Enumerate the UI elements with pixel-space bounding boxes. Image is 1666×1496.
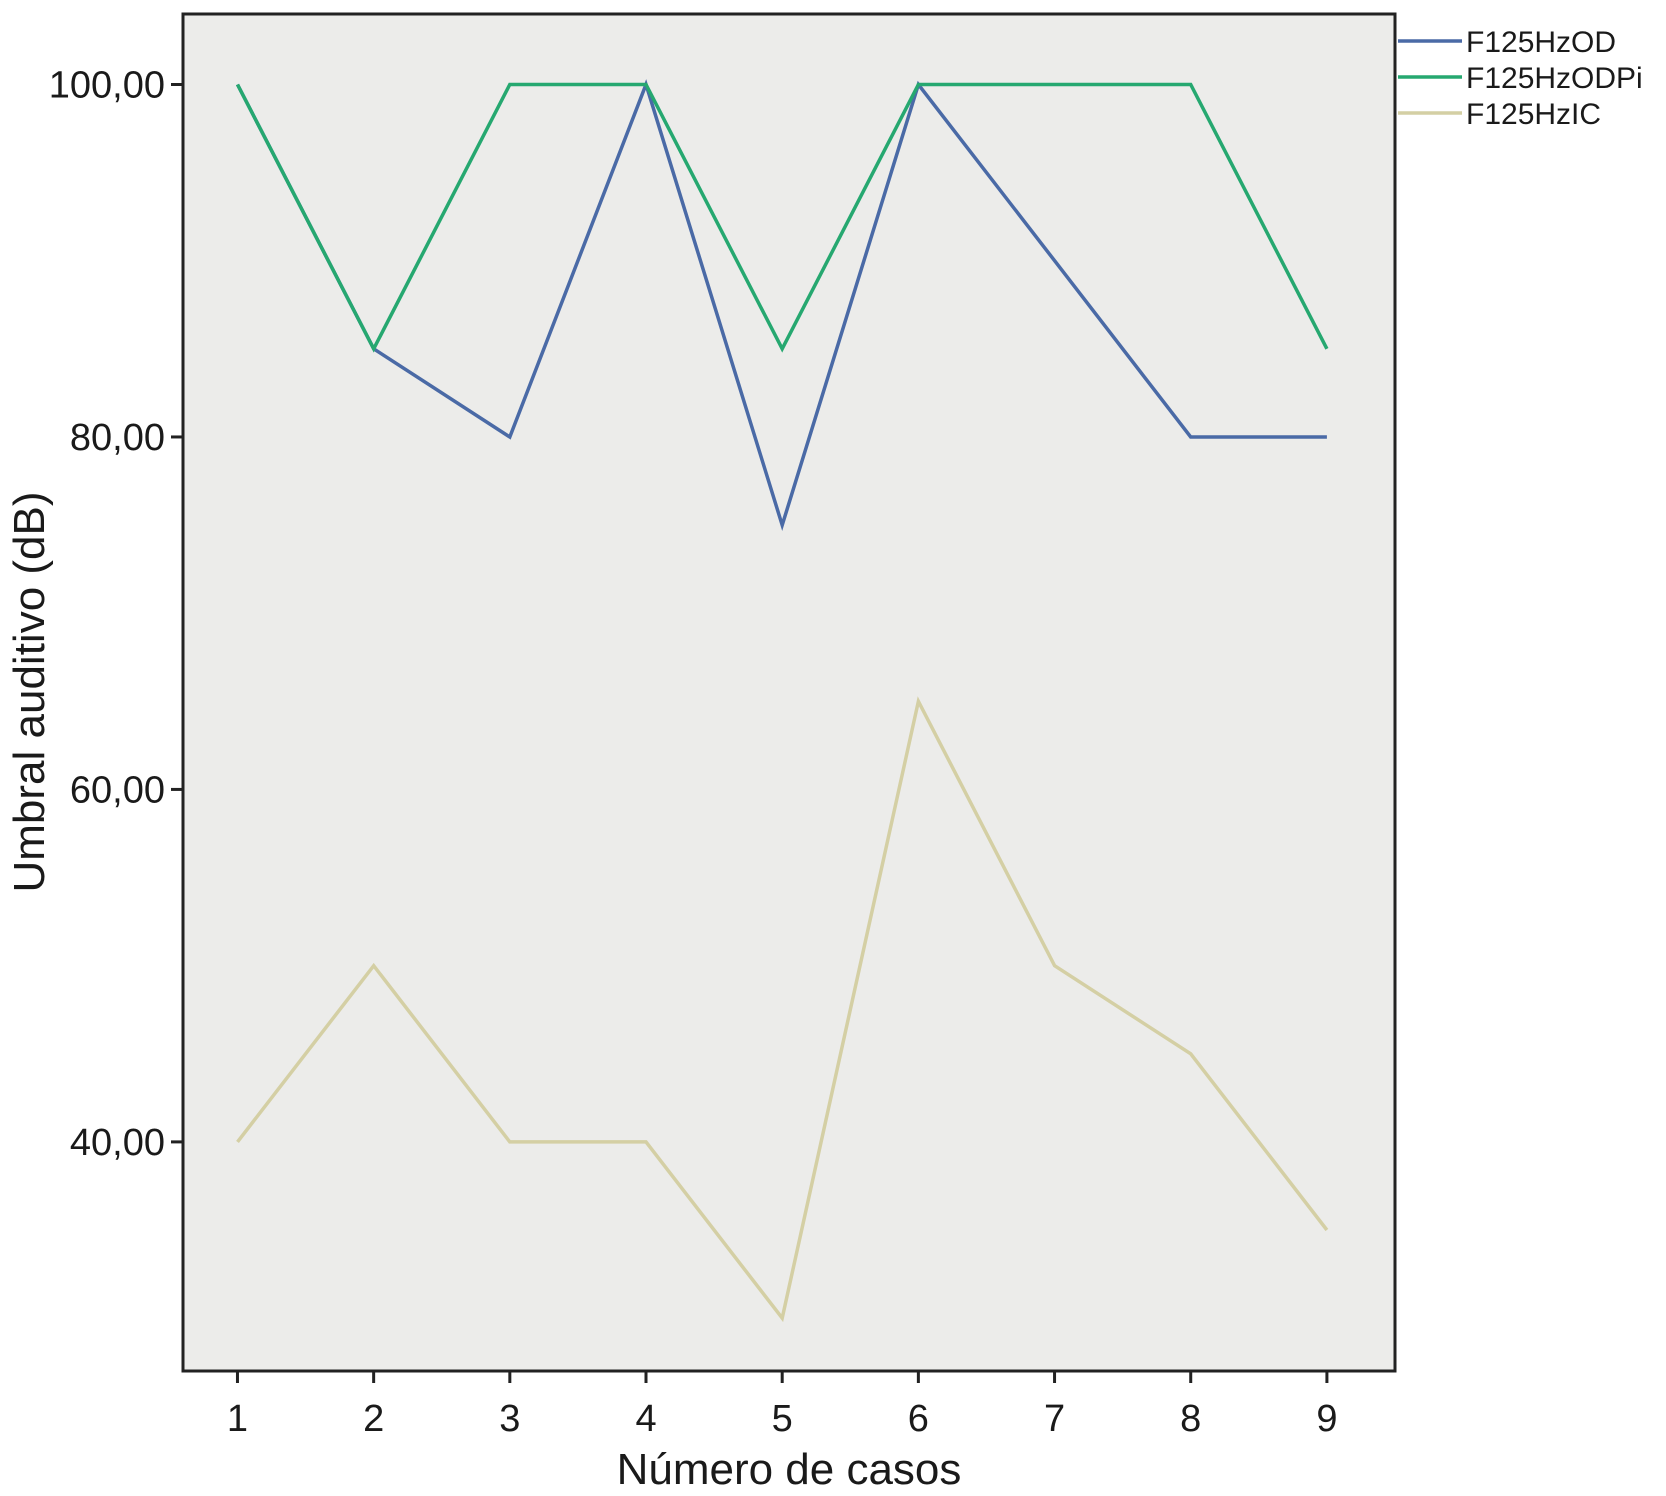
x-axis-title: Número de casos bbox=[617, 1445, 962, 1494]
series-line-F125HzODPi bbox=[235, 82, 1329, 353]
legend-label: F125HzODPi bbox=[1466, 62, 1643, 95]
plot-background bbox=[181, 12, 1397, 1373]
x-tick-label: 1 bbox=[227, 1398, 248, 1440]
x-tick-label: 3 bbox=[499, 1398, 520, 1440]
x-tick-label: 6 bbox=[908, 1398, 929, 1440]
y-tick-label: 100,00 bbox=[49, 64, 165, 106]
y-tick-label: 40,00 bbox=[70, 1122, 165, 1164]
legend-label: F125HzOD bbox=[1466, 26, 1616, 59]
y-axis-title: Umbral auditivo (dB) bbox=[5, 491, 54, 892]
x-tick-label: 2 bbox=[363, 1398, 384, 1440]
y-tick-label: 80,00 bbox=[70, 417, 165, 459]
x-tick-label: 5 bbox=[772, 1398, 793, 1440]
series-layer bbox=[235, 79, 1329, 1323]
legend-label: F125HzIC bbox=[1466, 98, 1601, 131]
x-axis: 1 2 3 4 5 6 7 8 9 bbox=[227, 1371, 1337, 1440]
x-tick-label: 8 bbox=[1180, 1398, 1201, 1440]
x-tick-label: 9 bbox=[1316, 1398, 1337, 1440]
y-axis: 40,00 60,00 80,00 100,00 bbox=[49, 64, 183, 1164]
x-tick-label: 4 bbox=[635, 1398, 656, 1440]
x-tick-label: 7 bbox=[1044, 1398, 1065, 1440]
series-line-F125HzIC bbox=[236, 696, 1329, 1323]
y-tick-label: 60,00 bbox=[70, 769, 165, 811]
series-line-F125HzOD bbox=[235, 79, 1327, 532]
